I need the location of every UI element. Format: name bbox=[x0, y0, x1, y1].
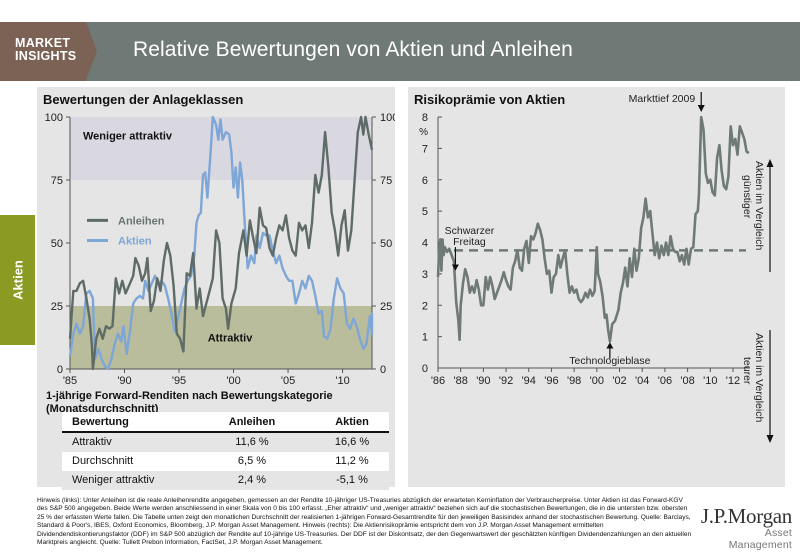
x-tick-label: '95 bbox=[172, 375, 186, 387]
logo-name: J.P.Morgan bbox=[700, 504, 792, 528]
x-tick-label: '02 bbox=[612, 375, 626, 387]
left-chart-title: Bewertungen der Anlageklassen bbox=[43, 92, 244, 107]
x-tick-label: '88 bbox=[454, 375, 468, 387]
side-label-cheaper-line-2: günstiger bbox=[741, 175, 753, 219]
table-row: Durchschnitt 6,5 % 11,2 % bbox=[62, 452, 389, 471]
arrowhead-schwarzer-freitag-icon bbox=[451, 264, 459, 271]
header-bewertung: Bewertung bbox=[72, 416, 129, 428]
left-panel: Bewertungen der Anlageklassen Weniger at… bbox=[37, 87, 395, 490]
x-tick-label: '00 bbox=[590, 375, 604, 387]
row-anleihen-value: 2,4 % bbox=[237, 474, 267, 486]
y-tick-label: 1 bbox=[422, 332, 428, 344]
annotation-markttief-2009: Markttief 2009 bbox=[629, 93, 696, 105]
annotation-technologieblase: Technologieblase bbox=[569, 355, 650, 367]
x-tick-label: '12 bbox=[726, 375, 740, 387]
series-line-aktien bbox=[68, 115, 374, 371]
row-label: Durchschnitt bbox=[72, 455, 134, 467]
annotation-schwarzer-freitag-line-1: Schwarzer bbox=[445, 225, 495, 237]
row-aktien-value: 11,2 % bbox=[335, 455, 369, 467]
y-tick-label: 8 bbox=[422, 112, 428, 124]
brand-arrow-icon bbox=[86, 22, 97, 80]
arrow-up-head-icon bbox=[766, 159, 774, 167]
arrow-down-head-icon bbox=[766, 435, 774, 443]
row-aktien-value: -5,1 % bbox=[336, 474, 368, 486]
right-chart-title: Risikoprämie von Aktien bbox=[414, 92, 566, 107]
forward-returns-table: Bewertung Anleihen Aktien Attraktiv 11,6… bbox=[62, 412, 389, 490]
x-tick-label: '86 bbox=[431, 375, 445, 387]
table-header-row: Bewertung Anleihen Aktien bbox=[62, 412, 389, 433]
table-row: Attraktiv 11,6 % 16,6 % bbox=[62, 433, 389, 452]
y-tick-label-right: 100 bbox=[380, 112, 395, 124]
arrowhead-technologieblase-icon bbox=[606, 342, 614, 349]
row-aktien-value: 16,6 % bbox=[334, 436, 370, 448]
band-label-attractive: Attraktiv bbox=[208, 332, 254, 344]
legend-label-aktien: Aktien bbox=[118, 235, 152, 247]
side-label-expensive-line-2: teurer bbox=[741, 357, 753, 385]
x-tick-label: '92 bbox=[499, 375, 513, 387]
valuation-chart: Weniger attraktiv Attraktiv 0 0 25 25 50 50 75 75… bbox=[45, 112, 395, 387]
x-tick-label: '10 bbox=[703, 375, 717, 387]
jpmorgan-logo: J.P.Morgan Asset Management bbox=[700, 505, 792, 551]
section-tab-label: Aktien bbox=[10, 260, 25, 300]
series-line-risikopraemie bbox=[436, 115, 750, 343]
row-label: Attraktiv bbox=[72, 436, 112, 448]
series-line-anleihen bbox=[68, 115, 374, 371]
x-tick-label: '90 bbox=[476, 375, 490, 387]
y-tick-label-left: 25 bbox=[51, 301, 63, 313]
y-tick-label: 5 bbox=[422, 206, 428, 218]
equity-risk-premium-chart: 0 1 2 3 4 5 6 7 8% '86 '88 '90 '92 '94 '96 '98 '00 '02 '04… bbox=[419, 92, 774, 443]
x-tick-label: '98 bbox=[567, 375, 581, 387]
y-tick-label-right: 50 bbox=[380, 238, 392, 250]
y-tick-label-left: 0 bbox=[57, 364, 63, 376]
logo-subtitle: Asset Management bbox=[728, 527, 792, 551]
band-label-less-attractive: Weniger attraktiv bbox=[83, 131, 173, 143]
y-tick-label: 4 bbox=[422, 238, 428, 250]
y-tick-label-right: 75 bbox=[380, 175, 392, 187]
y-tick-label: 3 bbox=[422, 269, 428, 281]
arrowhead-markttief-icon bbox=[697, 105, 705, 112]
side-label-cheaper-line-1: Aktien im Vergleich bbox=[753, 161, 765, 250]
header-aktien: Aktien bbox=[335, 416, 369, 428]
x-tick-label: '85 bbox=[63, 375, 77, 387]
header-anleihen: Anleihen bbox=[228, 416, 276, 428]
brand-line-2: INSIGHTS bbox=[15, 49, 77, 63]
x-tick-label: '08 bbox=[680, 375, 694, 387]
header-bar: MARKET INSIGHTS Relative Bewertungen von… bbox=[0, 22, 800, 81]
row-anleihen-value: 6,5 % bbox=[237, 455, 267, 467]
y-tick-label: 0 bbox=[422, 363, 428, 375]
y-tick-label-right: 25 bbox=[380, 301, 392, 313]
annotation-schwarzer-freitag-line-2: Freitag bbox=[453, 236, 486, 248]
x-tick-label: '10 bbox=[335, 375, 349, 387]
x-tick-label: '06 bbox=[658, 375, 672, 387]
x-tick-label: '05 bbox=[281, 375, 295, 387]
legend-label-anleihen: Anleihen bbox=[118, 215, 165, 227]
page-title: Relative Bewertungen von Aktien und Anle… bbox=[133, 38, 573, 61]
x-tick-label: '90 bbox=[117, 375, 131, 387]
right-panel: Risikoprämie von Aktien 0 1 2 3 4 5 6 7 8% '86 '88… bbox=[408, 87, 785, 487]
side-label-expensive-line-1: Aktien im Vergleich bbox=[753, 333, 765, 422]
y-tick-label-left: 50 bbox=[51, 238, 63, 250]
x-tick-label: '04 bbox=[635, 375, 649, 387]
footnote: Hinweis (links): Unter Anleihen ist die … bbox=[37, 497, 692, 547]
table-row: Weniger attraktiv 2,4 % -5,1 % bbox=[62, 471, 389, 490]
y-tick-label-left: 75 bbox=[51, 175, 63, 187]
y-tick-label-left: 100 bbox=[45, 112, 63, 124]
brand-line-1: MARKET bbox=[15, 36, 71, 50]
y-tick-label-right: 0 bbox=[380, 364, 386, 376]
row-label: Weniger attraktiv bbox=[72, 474, 155, 486]
x-tick-label: '00 bbox=[226, 375, 240, 387]
market-insights-badge: MARKET INSIGHTS bbox=[0, 22, 86, 81]
y-unit-label: % bbox=[419, 127, 428, 138]
y-tick-label: 6 bbox=[422, 175, 428, 187]
x-tick-label: '94 bbox=[522, 375, 536, 387]
x-tick-label: '96 bbox=[544, 375, 558, 387]
table-title-line-1: 1-jährige Forward-Renditen nach Bewertun… bbox=[46, 390, 333, 402]
y-tick-label: 2 bbox=[422, 300, 428, 312]
row-anleihen-value: 11,6 % bbox=[235, 436, 269, 448]
section-tab-aktien: Aktien bbox=[0, 215, 35, 345]
y-tick-label: 7 bbox=[422, 143, 428, 155]
